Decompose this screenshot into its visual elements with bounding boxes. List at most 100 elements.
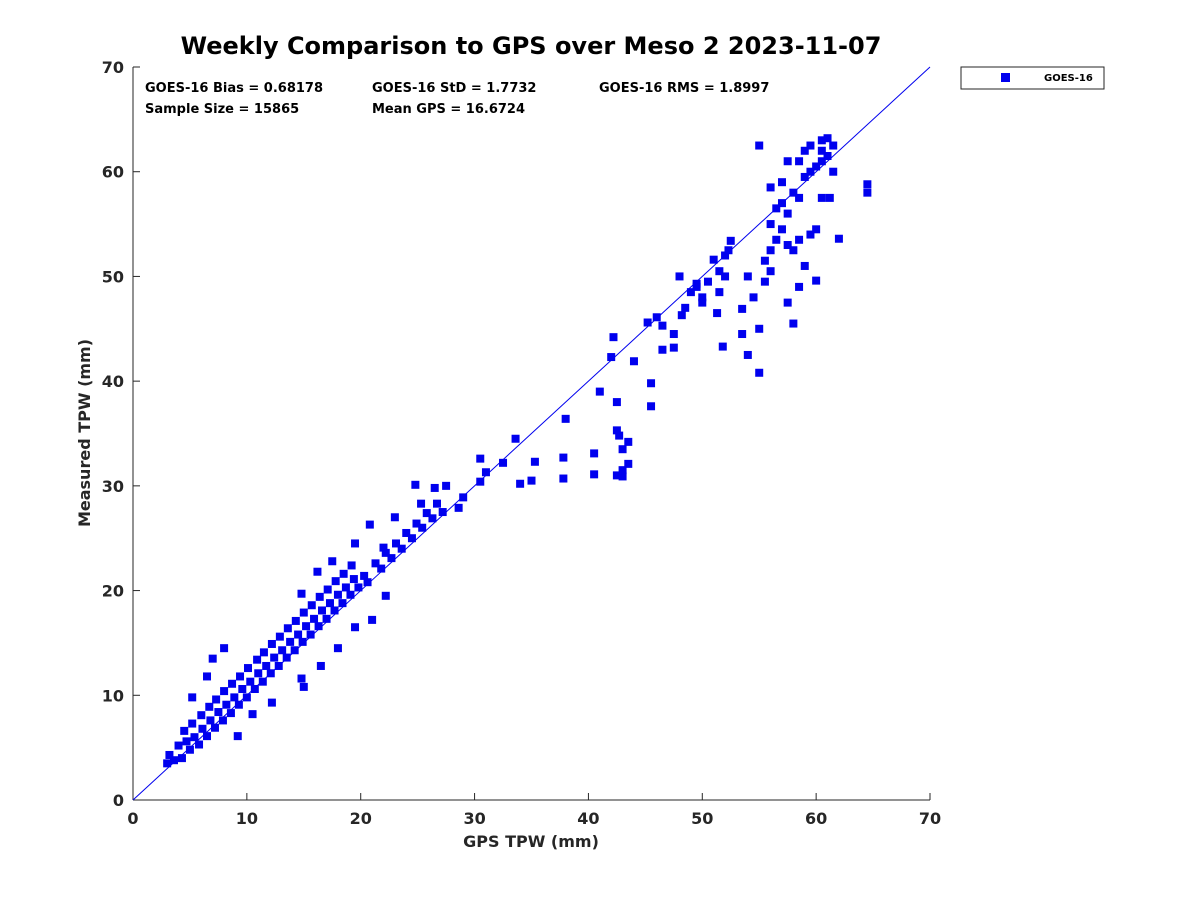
data-point	[250, 685, 259, 694]
data-point	[203, 672, 212, 681]
data-point	[294, 630, 303, 639]
data-point	[800, 261, 809, 270]
data-point	[339, 569, 348, 578]
data-point	[766, 220, 775, 229]
stat-rms: GOES-16 RMS = 1.8997	[599, 81, 769, 96]
plot-axes	[132, 67, 930, 801]
data-point	[242, 693, 251, 702]
data-point	[800, 172, 809, 181]
data-point	[721, 251, 730, 260]
data-point	[823, 152, 832, 161]
data-point	[511, 434, 520, 443]
data-point	[806, 141, 815, 150]
data-point	[698, 293, 707, 302]
y-tick-label: 50	[102, 267, 124, 286]
data-point	[310, 614, 319, 623]
data-point	[298, 637, 307, 646]
data-point	[220, 644, 229, 653]
data-point	[812, 162, 821, 171]
data-point	[365, 520, 374, 529]
y-tick-label: 30	[102, 477, 124, 496]
y-tick-label: 40	[102, 372, 124, 391]
data-point	[755, 141, 764, 150]
data-point	[800, 146, 809, 155]
data-point	[812, 276, 821, 285]
data-point	[612, 426, 621, 435]
data-point	[703, 277, 712, 286]
data-point	[297, 674, 306, 683]
data-point	[226, 709, 235, 718]
data-point	[669, 330, 678, 339]
x-tick-label: 50	[691, 809, 713, 828]
data-point	[677, 311, 686, 320]
data-point	[629, 357, 638, 366]
data-point	[715, 288, 724, 297]
data-point	[377, 564, 386, 573]
data-point	[834, 234, 843, 243]
data-point	[203, 732, 212, 741]
data-point	[341, 583, 350, 592]
y-tick-label: 60	[102, 163, 124, 182]
data-point	[283, 624, 292, 633]
data-point	[314, 622, 323, 631]
data-point	[230, 693, 239, 702]
data-point	[607, 353, 616, 362]
data-point	[698, 298, 707, 307]
data-point	[290, 646, 299, 655]
data-point	[772, 235, 781, 244]
data-point	[516, 479, 525, 488]
data-point	[647, 402, 656, 411]
data-point	[218, 716, 227, 725]
data-point	[198, 724, 207, 733]
data-point	[220, 687, 229, 696]
data-point	[681, 303, 690, 312]
data-point	[795, 193, 804, 202]
data-point	[789, 188, 798, 197]
data-point	[254, 669, 263, 678]
data-point	[783, 157, 792, 166]
data-point	[715, 267, 724, 276]
data-point	[246, 677, 255, 686]
data-point	[430, 483, 439, 492]
data-point	[236, 672, 245, 681]
data-point	[371, 559, 380, 568]
data-point	[760, 277, 769, 286]
data-point	[286, 637, 295, 646]
data-point	[724, 246, 733, 255]
y-tick-label: 10	[102, 686, 124, 705]
data-point	[392, 539, 401, 548]
data-point	[381, 548, 390, 557]
data-point	[743, 272, 752, 281]
data-point	[783, 209, 792, 218]
data-point	[709, 255, 718, 264]
data-point	[755, 368, 764, 377]
y-tick-label: 70	[102, 58, 124, 77]
data-point	[212, 695, 221, 704]
data-point	[755, 324, 764, 333]
data-point	[182, 737, 191, 746]
stats-annotation: GOES-16 Bias = 0.68178 GOES-16 StD = 1.7…	[145, 81, 769, 117]
data-point	[330, 606, 339, 615]
data-point	[760, 256, 769, 265]
data-point	[643, 318, 652, 327]
legend-marker-square	[1001, 73, 1010, 82]
data-point	[442, 481, 451, 490]
data-point	[428, 514, 437, 523]
data-point	[210, 723, 219, 732]
data-point	[387, 554, 396, 563]
data-point	[718, 342, 727, 351]
data-point	[559, 474, 568, 483]
data-point	[432, 499, 441, 508]
data-point	[347, 561, 356, 570]
data-point	[323, 585, 332, 594]
stat-mean-gps: Mean GPS = 16.6724	[372, 102, 525, 117]
data-point	[368, 615, 377, 624]
data-point	[402, 528, 411, 537]
data-point	[267, 698, 276, 707]
data-point	[291, 616, 300, 625]
data-point	[675, 272, 684, 281]
data-point	[411, 480, 420, 489]
data-point	[185, 745, 194, 754]
data-point	[177, 754, 186, 763]
